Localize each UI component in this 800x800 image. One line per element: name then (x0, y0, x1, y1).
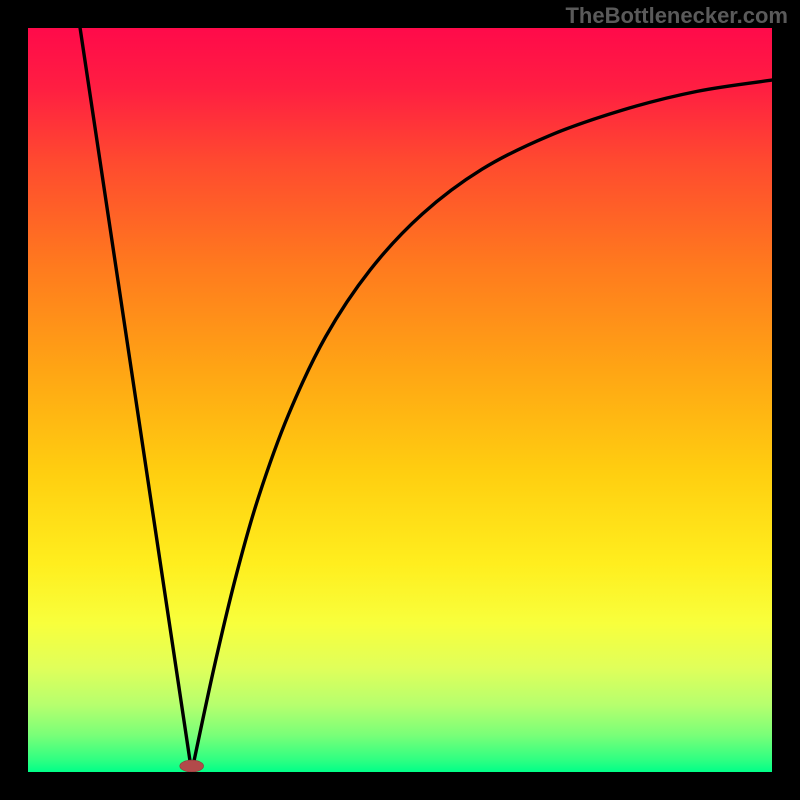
plot-svg (28, 28, 772, 772)
watermark-text: TheBottlenecker.com (565, 3, 788, 29)
gradient-background (28, 28, 772, 772)
chart-frame: TheBottlenecker.com (0, 0, 800, 800)
plot-area (28, 28, 772, 772)
optimal-point-marker (180, 760, 204, 772)
